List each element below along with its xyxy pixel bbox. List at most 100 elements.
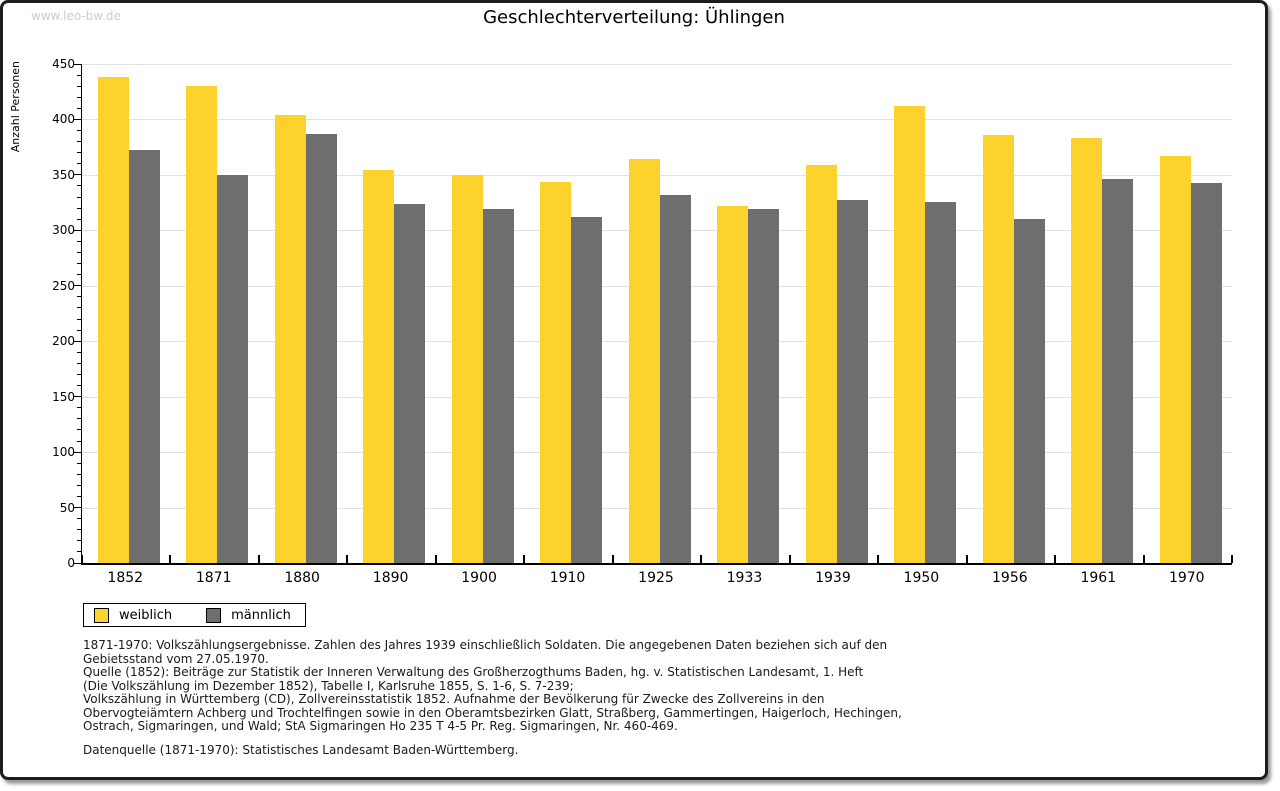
y-minor-tick [77, 529, 81, 531]
bar-männlich [748, 209, 779, 563]
footnote-line: (Die Volkszählung im Dezember 1852), Tab… [83, 678, 574, 693]
y-minor-tick [77, 351, 81, 353]
bar-männlich [571, 217, 602, 563]
legend-swatch-maennlich [206, 607, 222, 623]
x-boundary-tick [1143, 555, 1145, 563]
y-major-tick [74, 285, 81, 287]
y-minor-tick [77, 96, 81, 98]
y-minor-tick [77, 429, 81, 431]
y-minor-tick [77, 473, 81, 475]
x-tick-labels: 1852 1871 1880 1890 1900 1910 1925 1933 1939 1950… [81, 570, 1231, 588]
y-major-tick [74, 396, 81, 398]
bar-weiblich [983, 135, 1014, 563]
y-major-tick [74, 507, 81, 509]
y-minor-tick [77, 85, 81, 87]
bar-männlich [129, 150, 160, 563]
chart-frame: www.leo-bw.de Geschlechterverteilung: Üh… [0, 0, 1268, 780]
footnote-line: Gebietsstand vom 27.05.1970. [83, 651, 269, 666]
y-minor-tick [77, 141, 81, 143]
x-tick-label: 1890 [372, 570, 409, 586]
bar-weiblich [98, 77, 129, 563]
bar-männlich [483, 209, 514, 563]
bar-weiblich [1071, 138, 1102, 563]
legend-swatch-weiblich [94, 607, 109, 623]
y-minor-tick [77, 329, 81, 331]
chart-title: Geschlechterverteilung: Ühlingen [483, 7, 785, 28]
bar-männlich [837, 200, 868, 563]
x-boundary-tick [700, 555, 702, 563]
y-minor-tick [77, 274, 81, 276]
y-minor-tick [77, 462, 81, 464]
bar-weiblich [540, 182, 571, 563]
y-major-tick [74, 340, 81, 342]
y-tick-label: 300 [52, 223, 75, 238]
y-minor-tick [77, 440, 81, 442]
bar-weiblich [806, 165, 837, 563]
bar-weiblich [1160, 156, 1191, 563]
y-minor-tick [77, 362, 81, 364]
bar-männlich [660, 195, 691, 563]
bar-weiblich [363, 170, 394, 563]
y-minor-tick [77, 196, 81, 198]
bar-männlich [1102, 179, 1133, 563]
y-minor-tick [77, 318, 81, 320]
x-tick-label: 1910 [549, 570, 586, 586]
y-minor-tick [77, 484, 81, 486]
y-tick-label: 200 [52, 334, 75, 349]
y-minor-tick [77, 307, 81, 309]
watermark: www.leo-bw.de [31, 9, 121, 23]
y-minor-tick [77, 152, 81, 154]
x-tick-label: 1880 [284, 570, 320, 586]
x-boundary-tick [612, 555, 614, 563]
y-tick-label: 450 [52, 57, 75, 71]
y-minor-tick [77, 185, 81, 187]
bar-männlich [394, 204, 425, 563]
y-minor-tick [77, 163, 81, 165]
bar-weiblich [275, 115, 306, 563]
bar-männlich [306, 134, 337, 563]
bar-männlich [1191, 183, 1222, 563]
x-boundary-tick [169, 555, 171, 563]
y-major-tick [74, 118, 81, 120]
plot-area [74, 63, 1233, 565]
x-boundary-tick [966, 555, 968, 563]
bar-weiblich [717, 206, 748, 563]
y-tick-label: 400 [52, 112, 75, 127]
bar-männlich [217, 175, 248, 563]
x-tick-label: 1900 [461, 570, 497, 586]
footnote-line: Quelle (1852): Beiträge zur Statistik de… [83, 665, 864, 679]
footnotes: 1871-1970: Volkszählungsergebnisse. Zahl… [83, 638, 1203, 734]
datasource-line: Datenquelle (1871-1970): Statistisches L… [83, 743, 519, 757]
y-tick-labels: 0 50 100 150 200 250 300 350 400 450 [3, 57, 75, 570]
x-boundary-tick [435, 555, 437, 563]
legend-label-weiblich: weiblich [119, 607, 173, 623]
y-tick-label: 150 [52, 389, 75, 404]
y-major-tick [74, 63, 81, 65]
footnote-line: Obervogteiämtern Achberg und Trochtelfin… [83, 705, 902, 720]
x-boundary-tick [258, 555, 260, 563]
bar-weiblich [186, 86, 217, 563]
gridline [82, 64, 1232, 65]
y-major-tick [74, 229, 81, 231]
footnote-line: 1871-1970: Volkszählungsergebnisse. Zahl… [83, 638, 888, 652]
y-tick-label: 250 [52, 278, 75, 293]
y-minor-tick [77, 107, 81, 109]
x-tick-label: 1852 [107, 570, 144, 586]
legend: weiblich männlich [83, 603, 306, 627]
x-tick-label: 1950 [903, 570, 940, 586]
x-tick-label: 1939 [815, 570, 851, 586]
x-tick-label: 1970 [1168, 570, 1205, 586]
bar-weiblich [894, 106, 925, 563]
y-tick-label: 0 [67, 556, 75, 570]
y-tick-label: 350 [52, 167, 75, 182]
y-minor-tick [77, 252, 81, 254]
y-minor-tick [77, 374, 81, 375]
x-boundary-tick [877, 555, 879, 563]
x-boundary-tick [789, 555, 791, 563]
x-tick-label: 1925 [638, 570, 674, 586]
y-tick-label: 100 [52, 445, 75, 460]
y-tick-label: 50 [59, 500, 75, 515]
y-minor-tick [77, 551, 81, 553]
bar-weiblich [452, 175, 483, 563]
x-tick-label: 1933 [726, 570, 763, 586]
